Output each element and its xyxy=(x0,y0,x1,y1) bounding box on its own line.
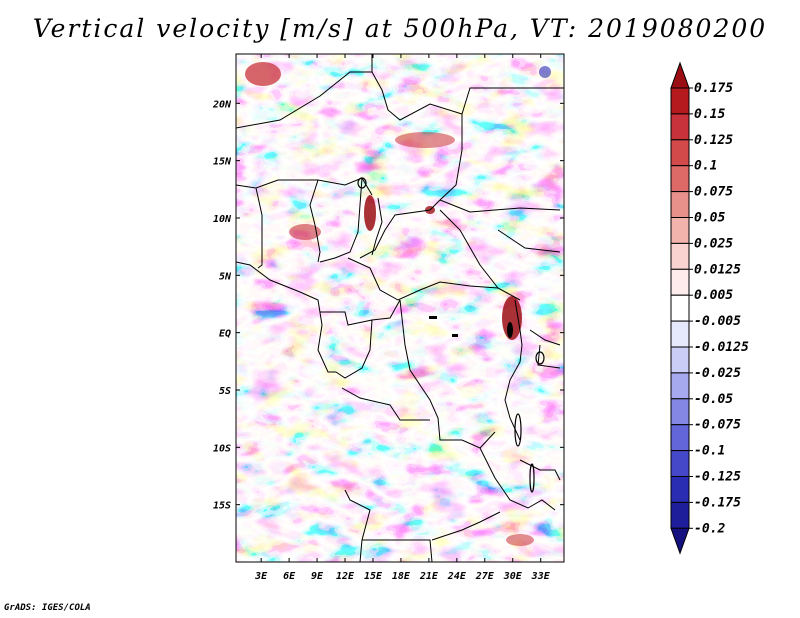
colorbar-bin xyxy=(670,268,690,296)
colorbar-top-arrow xyxy=(670,61,690,89)
colorbar-label: 0.175 xyxy=(694,81,733,96)
updraft-cell xyxy=(364,195,376,231)
lat-tick-label: 10N xyxy=(213,214,232,225)
updraft-cell xyxy=(506,534,534,546)
colorbar-bin xyxy=(670,501,690,529)
lakes xyxy=(357,177,545,493)
lon-tick-label: 15E xyxy=(364,571,383,582)
colorbar-label: -0.175 xyxy=(694,495,741,510)
lon-tick-label: 27E xyxy=(475,571,495,582)
colorbar-label: 0.005 xyxy=(694,288,733,303)
lat-tick-label: 15S xyxy=(213,501,231,512)
colorbar-bin xyxy=(670,424,690,452)
colorbar-label: -0.005 xyxy=(694,314,741,329)
colorbar-label: 0.025 xyxy=(694,236,733,251)
plot-frame xyxy=(235,53,565,563)
lon-tick-label: 6E xyxy=(283,571,296,582)
colorbar-bin xyxy=(670,372,690,400)
colorbar-label: 0.05 xyxy=(694,211,725,226)
colorbar-label: 0.15 xyxy=(694,107,725,122)
colorbar-bin xyxy=(670,294,690,322)
lat-tick-label: 5S xyxy=(219,386,231,397)
lon-tick-label: 3E xyxy=(254,571,268,582)
lat-tick-label: 10S xyxy=(213,443,231,454)
colorbar-label: 0.075 xyxy=(694,185,733,200)
colorbar-bin xyxy=(670,165,690,193)
colorbar: 0.175 0.15 0.125 0.1 0.075 0.05 0.025 0.0125 0.0… xyxy=(670,61,749,555)
lat-tick-label: 15N xyxy=(213,157,232,168)
colorbar-label: -0.025 xyxy=(694,366,741,381)
updraft-cell xyxy=(289,224,321,240)
lon-tick-label: 12E xyxy=(336,571,355,582)
colorbar-bin xyxy=(670,191,690,219)
colorbar-label: -0.2 xyxy=(694,521,725,536)
colorbar-label: -0.0125 xyxy=(694,340,749,355)
colorbar-label: 0.125 xyxy=(694,133,733,148)
colorbar-label: 0.0125 xyxy=(694,262,741,277)
colorbar-bin xyxy=(670,346,690,374)
colorbar-label: -0.1 xyxy=(694,444,725,459)
lon-tick-label: 33E xyxy=(531,571,551,582)
colorbar-bin xyxy=(670,113,690,141)
downdraft-cell xyxy=(539,66,551,78)
colorbar-label: -0.075 xyxy=(694,418,741,433)
colorbar-label: -0.05 xyxy=(694,392,733,407)
updraft-cell xyxy=(502,296,522,340)
lat-tick-label: EQ xyxy=(219,329,231,340)
lat-tick-label: 20N xyxy=(212,99,232,110)
colorbar-bin xyxy=(670,398,690,426)
updraft-cell xyxy=(395,132,455,148)
colorbar-bin xyxy=(670,450,690,478)
lon-tick-label: 21E xyxy=(419,571,439,582)
colorbar-bin xyxy=(670,87,690,115)
colorbar-bin xyxy=(670,476,690,503)
colorbar-label: -0.125 xyxy=(694,470,741,485)
vertical-velocity-field xyxy=(236,54,564,562)
colorbar-bin xyxy=(670,139,690,167)
lat-tick-label: 5N xyxy=(219,271,232,282)
lon-tick-label: 24E xyxy=(447,571,467,582)
lon-tick-label: 30E xyxy=(503,571,523,582)
lon-tick-label: 18E xyxy=(392,571,411,582)
colorbar-bin xyxy=(670,242,690,270)
map-axes: 3E 6E 9E 12E 15E 18E 21E 24E 27E 30E 33E 20N 15N 10N 5… xyxy=(212,54,564,582)
lon-tick-label: 9E xyxy=(311,571,324,582)
updraft-cell xyxy=(245,62,281,86)
colorbar-label: 0.1 xyxy=(694,159,717,174)
colorbar-bottom-arrow xyxy=(670,527,690,555)
colorbar-bin xyxy=(670,217,690,244)
country-borders xyxy=(236,54,564,562)
map-title: Vertical velocity [m/s] at 500hPa, VT: 2… xyxy=(32,14,768,43)
colorbar-bin xyxy=(670,320,690,348)
footer-credit: GrADS: IGES/COLA xyxy=(4,603,91,613)
